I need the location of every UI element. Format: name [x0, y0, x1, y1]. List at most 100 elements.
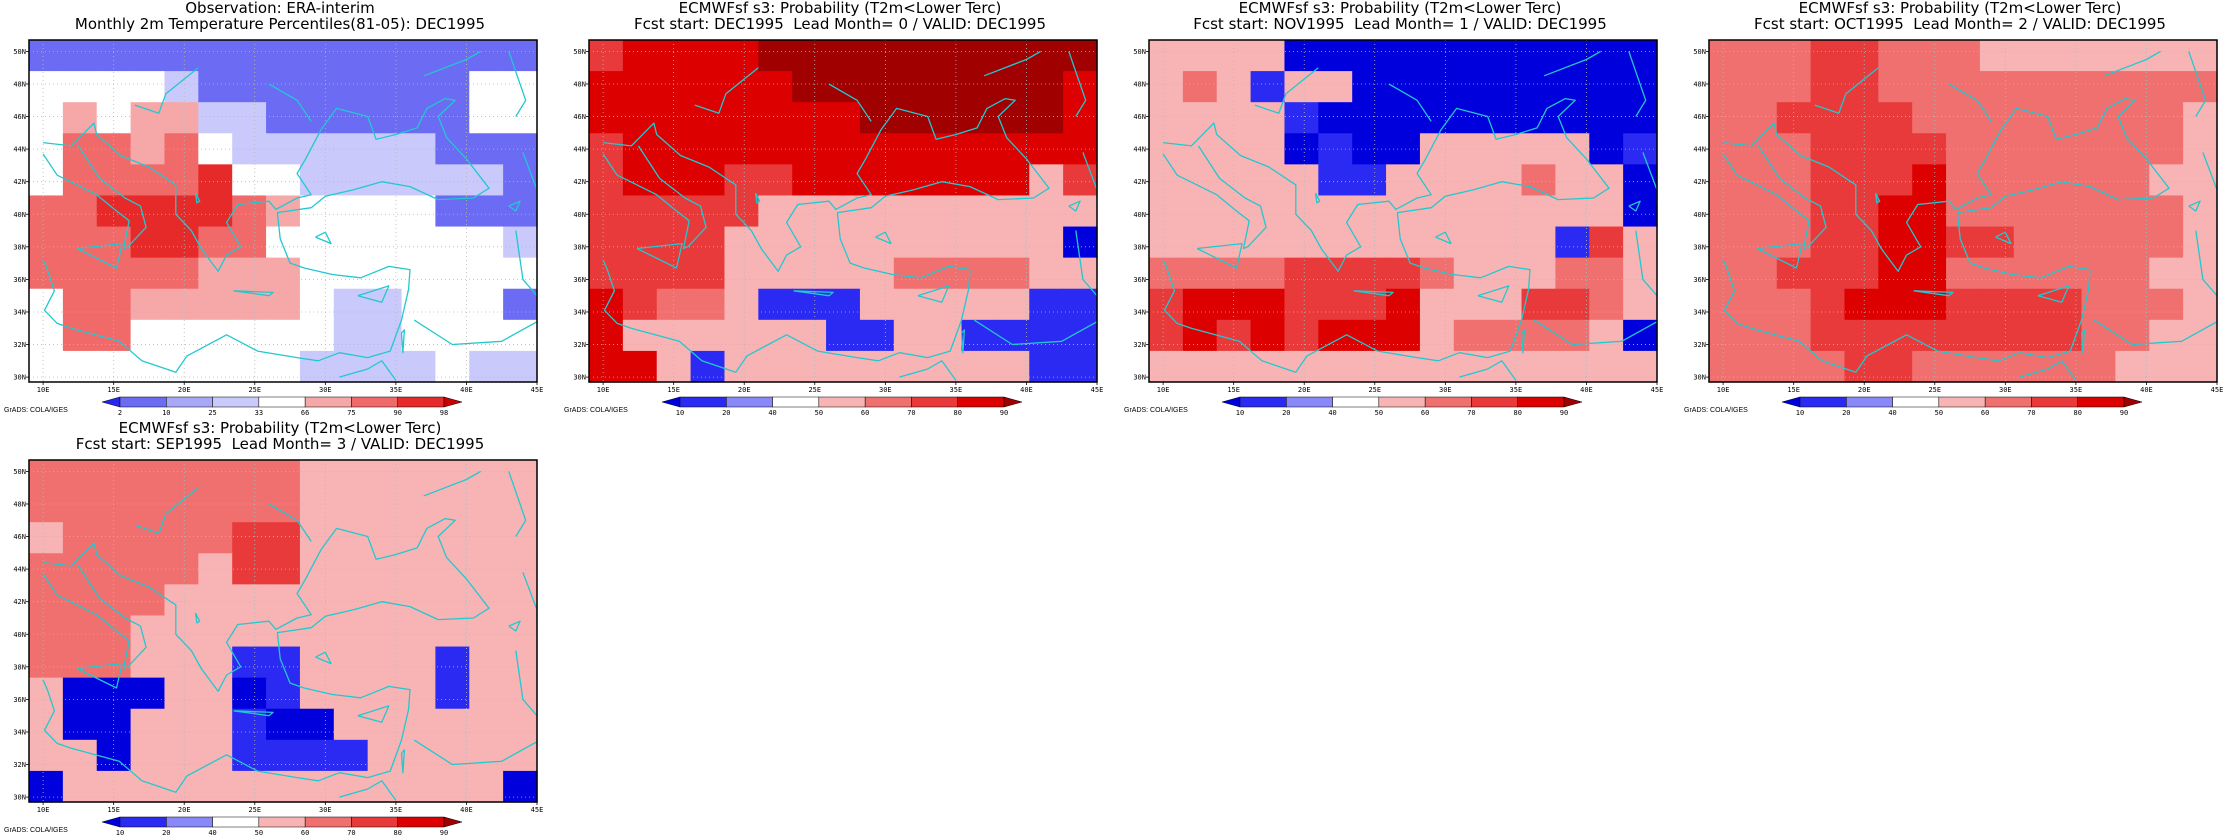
heatmap-cell — [367, 739, 403, 772]
heatmap-cell — [401, 460, 436, 492]
heatmap-cell — [401, 615, 436, 648]
heatmap-cell — [1453, 133, 1489, 165]
heatmap-cell — [1182, 102, 1218, 134]
colorbar-segment — [679, 396, 727, 408]
colorbar: 10 20 40 50 60 70 80 90 — [661, 396, 1023, 417]
heatmap-cell — [826, 102, 861, 134]
heatmap-cell — [1453, 164, 1489, 197]
heatmap-cell — [435, 460, 470, 492]
heatmap-cell — [1250, 133, 1286, 165]
heatmap-cell — [1182, 40, 1218, 72]
heatmap-cell — [62, 460, 98, 492]
heatmap-cell — [29, 164, 64, 197]
colorbar-tick-label: 60 — [1981, 409, 1989, 417]
heatmap-cell — [961, 40, 996, 72]
heatmap-cell — [1521, 71, 1556, 103]
heatmap-cell — [622, 257, 658, 290]
heatmap-cell — [333, 40, 369, 72]
heatmap-cell — [1029, 71, 1064, 103]
colorbar-tick-label: 25 — [208, 409, 216, 417]
heatmap-cell — [469, 460, 504, 492]
heatmap-cell — [1589, 257, 1624, 290]
heatmap-cell — [130, 164, 166, 197]
heatmap-cell — [2149, 195, 2184, 228]
heatmap-cell — [333, 71, 369, 103]
heatmap-cell — [503, 102, 538, 134]
heatmap-cell — [2115, 350, 2150, 383]
heatmap-cell — [164, 257, 199, 290]
heatmap-cell — [995, 71, 1030, 103]
heatmap-cell — [1029, 288, 1064, 321]
heatmap-cell — [130, 102, 166, 134]
coastlines — [602, 50, 1097, 381]
heatmap-cell — [435, 226, 470, 259]
heatmap-cell — [198, 522, 233, 554]
heatmap-cell — [198, 677, 233, 710]
heatmap-cell — [1810, 164, 1846, 197]
x-tick-label: 10E — [37, 386, 50, 394]
heatmap-cell — [1250, 164, 1286, 197]
heatmap-cell — [299, 102, 335, 134]
heatmap-cell — [29, 319, 64, 352]
heatmap-cell — [1912, 164, 1947, 197]
heatmap-cell — [2081, 226, 2116, 259]
heatmap-cell — [1521, 288, 1556, 321]
heatmap-cell — [367, 553, 403, 585]
y-tick-label: 48N — [13, 500, 26, 508]
heatmap-cell — [62, 708, 98, 741]
heatmap-cell — [1623, 102, 1658, 134]
heatmap-cell — [62, 770, 98, 803]
heatmap-cell — [1029, 226, 1064, 259]
heatmap-cell — [1149, 164, 1184, 197]
heatmap-cell — [1946, 164, 1981, 197]
heatmap-cell — [927, 102, 963, 134]
heatmap-cell — [130, 195, 166, 228]
heatmap-cell — [1216, 350, 1252, 383]
heatmap-cell — [469, 288, 504, 321]
y-tick-label: 32N — [13, 341, 26, 349]
heatmap-cell — [1386, 71, 1421, 103]
heatmap-cell — [1912, 40, 1947, 72]
map-svg: 10E 15E 20E 25E 30E 35E 40E 45E 30N 32N 34N 36N 38N 4… — [13, 39, 543, 417]
y-tick-label: 42N — [13, 598, 26, 606]
chart-subtitle: Fcst start: DEC1995 Lead Month= 0 / VALI… — [634, 15, 1046, 33]
heatmap-cell — [62, 195, 98, 228]
x-tick-label: 30E — [1999, 386, 2012, 394]
heatmap-cell — [1844, 319, 1879, 352]
heatmap-cell — [232, 460, 267, 492]
heatmap-cell — [1589, 319, 1624, 352]
heatmap-cell — [299, 522, 335, 554]
colorbar-segment — [2031, 396, 2078, 408]
heatmap-cell — [1318, 40, 1353, 72]
heatmap-cell — [29, 257, 64, 290]
heatmap-cell — [656, 226, 692, 259]
y-tick-label: 32N — [1693, 341, 1706, 349]
y-tick-label: 32N — [1133, 341, 1146, 349]
chart-title: Observation: ERA-interim — [185, 0, 375, 17]
heatmap-cell — [2149, 257, 2184, 290]
heatmap-cell — [724, 288, 759, 321]
x-tick-label: 10E — [1717, 386, 1730, 394]
heatmap-cell — [164, 40, 199, 72]
heatmap-cell — [435, 677, 470, 710]
heatmap-cell — [859, 350, 895, 383]
heatmap-cell — [333, 226, 369, 259]
heatmap-cell — [266, 164, 301, 197]
heatmap-cell — [435, 350, 470, 383]
heatmap-cell — [1555, 319, 1590, 352]
heatmap-cell — [2081, 319, 2116, 352]
colorbar-segment — [2077, 396, 2125, 408]
heatmap-cell — [198, 102, 233, 134]
heatmap-cell — [1182, 71, 1218, 103]
y-tick-label: 34N — [13, 308, 26, 316]
y-tick-label: 40N — [573, 211, 586, 219]
heatmap-cell — [1250, 102, 1286, 134]
colorbar-segment — [1892, 396, 1940, 408]
heatmap-cell — [1878, 195, 1913, 228]
colorbar-tick-label: 50 — [255, 829, 263, 837]
heatmap-cell — [2013, 102, 2049, 134]
heatmap-cell — [469, 708, 504, 741]
heatmap-cell — [792, 226, 827, 259]
heatmap-cell — [724, 257, 759, 290]
heatmap-cell — [1216, 102, 1252, 134]
